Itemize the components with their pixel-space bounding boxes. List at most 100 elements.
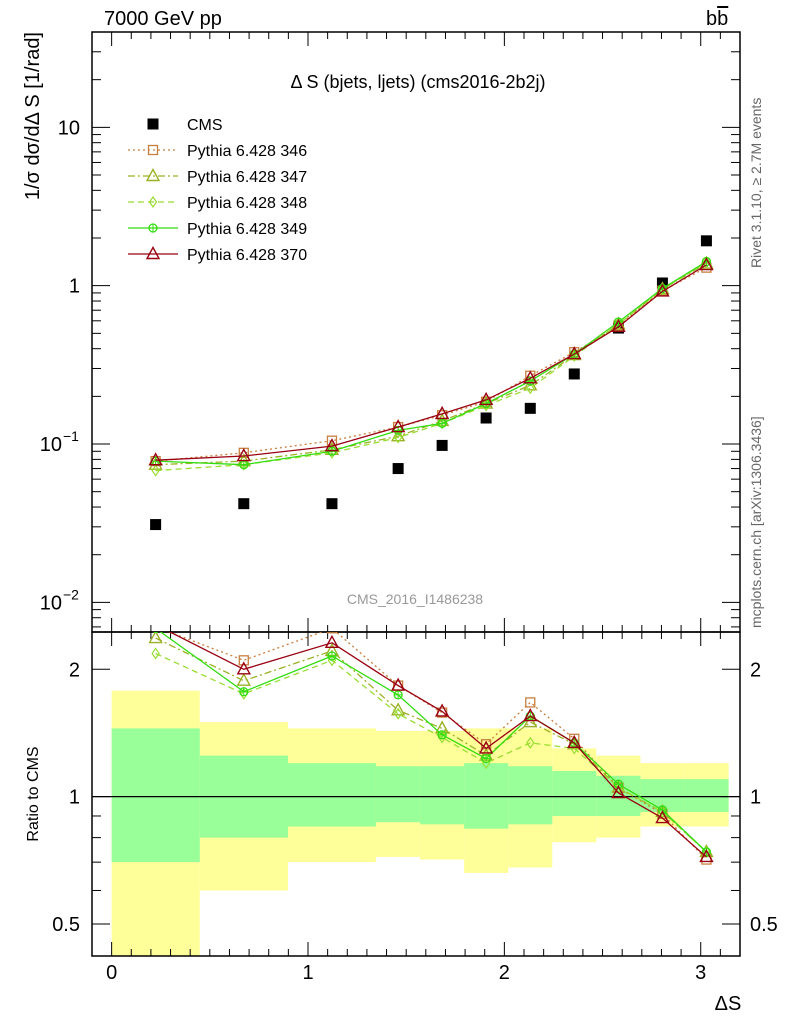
data-point — [568, 368, 580, 380]
ratio-point-cross — [239, 687, 248, 696]
data-point — [392, 463, 404, 475]
ratio-point — [611, 785, 626, 799]
series-line — [155, 264, 707, 461]
ratio-point-cross — [155, 632, 157, 633]
ratio-band-green-bin — [420, 766, 465, 825]
y-tick-label: 10 — [58, 117, 80, 139]
y-axis-label: 1/σ dσ/dΔ S [1/rad] — [22, 32, 44, 200]
series-5 — [148, 257, 714, 466]
data-point — [700, 235, 712, 247]
ratio-point — [390, 702, 406, 716]
ratio-band-green-bin — [464, 763, 509, 829]
data-point — [611, 318, 626, 332]
ratio-point — [152, 632, 159, 633]
source-label: mcplots.cern.ch [arXiv:1306.3436] — [748, 416, 764, 628]
data-point — [699, 257, 714, 271]
chart-title: Δ S (bjets, ljets) (cms2016-2b2j) — [290, 72, 545, 92]
ratio-point — [327, 654, 337, 667]
process-b: b — [706, 8, 718, 30]
data-point-cross — [438, 419, 447, 428]
ratio-point — [655, 810, 670, 824]
ratio-series-4 — [150, 618, 714, 863]
legend-marker — [145, 168, 161, 182]
process-bbar: b — [717, 8, 729, 30]
y-tick-exponent: −1 — [63, 428, 79, 444]
ratio-point — [148, 632, 163, 644]
series-line — [155, 262, 707, 466]
data-point — [526, 382, 535, 395]
data-point — [480, 412, 492, 424]
data-point-cross — [482, 399, 491, 408]
y-tick-label: 1 — [69, 276, 80, 298]
legend-marker — [147, 118, 159, 130]
ratio-point — [236, 672, 251, 686]
ratio-point — [526, 736, 535, 749]
y-tick-label: 0.5 — [52, 914, 80, 936]
ratio-point — [525, 697, 536, 708]
ratio-band-green-bin — [287, 763, 376, 827]
data-point — [436, 439, 448, 451]
series-line — [155, 261, 707, 472]
series-line — [155, 267, 707, 462]
ratio-frame — [91, 631, 741, 957]
y-tick-label: 2 — [69, 659, 80, 681]
ratio-point — [326, 632, 338, 634]
x-tick-label: 1 — [302, 962, 313, 984]
ratio-series-line — [168, 632, 707, 858]
data-point — [614, 318, 623, 331]
data-point — [238, 498, 250, 510]
ratio-point — [523, 708, 538, 722]
ratio-band-green-bin — [508, 766, 553, 825]
watermark: CMS_2016_I1486238 — [347, 591, 483, 607]
data-point — [523, 370, 538, 384]
data-point — [655, 283, 670, 297]
data-point — [150, 519, 162, 531]
ratio-point — [434, 703, 450, 717]
rivet-version-label: Rivet 3.1.10, ≥ 2.7M events — [748, 97, 764, 268]
series-0 — [150, 235, 712, 531]
legend-marker — [145, 246, 161, 260]
legend — [128, 118, 178, 260]
y-tick-label-right: 2 — [750, 659, 761, 681]
data-point — [239, 458, 249, 471]
data-point — [390, 419, 406, 433]
legend-label: Pythia 6.428 349 — [187, 221, 307, 238]
ratio-point-cross — [327, 651, 336, 660]
ratio-point-cross — [438, 730, 447, 739]
ratio-point-cross — [394, 690, 403, 699]
data-point — [612, 322, 624, 334]
ratio-point — [390, 677, 406, 691]
legend-label: Pythia 6.428 348 — [187, 195, 307, 212]
x-axis-label: ΔS — [715, 993, 742, 1015]
data-point-cross — [239, 460, 248, 469]
ratio-point — [151, 647, 160, 660]
data-point — [148, 452, 163, 466]
ratio-band-green-bin — [375, 766, 421, 823]
series-4 — [150, 256, 712, 470]
legend-marker-cross — [149, 224, 157, 232]
data-point-cross — [151, 457, 160, 466]
series-1 — [150, 262, 712, 467]
series-3 — [151, 256, 711, 477]
x-tick-label: 3 — [695, 962, 706, 984]
ratio-band-green-bin — [684, 779, 729, 812]
data-point — [326, 435, 338, 446]
data-point — [393, 431, 403, 444]
ratio-point — [478, 740, 494, 754]
y-tick-exponent: −2 — [63, 586, 79, 602]
ratio-point — [567, 734, 582, 749]
data-point — [478, 391, 494, 406]
ratio-point — [699, 849, 714, 863]
y-tick-label: 10 — [40, 434, 62, 456]
ratio-point — [393, 707, 403, 720]
data-point — [390, 428, 406, 442]
ratio-series-line — [167, 632, 707, 860]
data-point — [524, 402, 536, 414]
data-point — [702, 256, 711, 269]
ratio-point — [150, 618, 162, 629]
ratio-point — [151, 622, 160, 631]
y-tick-label-right: 1 — [750, 787, 761, 809]
ratio-point-cross — [482, 754, 491, 763]
legend-label: Pythia 6.428 347 — [187, 169, 307, 186]
